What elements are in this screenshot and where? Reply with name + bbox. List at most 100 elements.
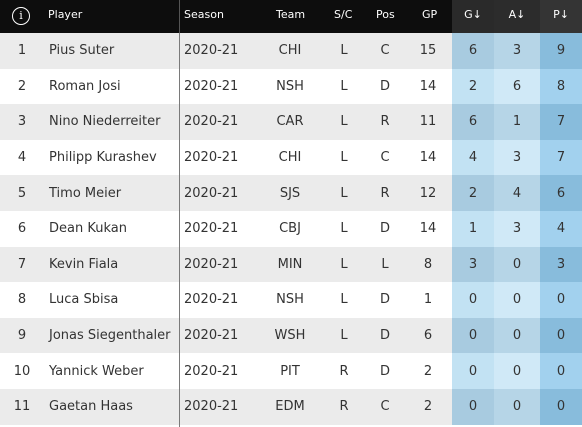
- table-row[interactable]: 10 Yannick Weber 2020-21 PIT R D 2 0 0 0: [0, 353, 582, 389]
- season-cell: 2020-21: [184, 363, 239, 379]
- player-name[interactable]: Pius Suter: [49, 43, 115, 59]
- goals-cell: 1: [452, 211, 494, 247]
- table-row[interactable]: 9 Jonas Siegenthaler 2020-21 WSH L D 6 0 0 0: [0, 317, 582, 354]
- player-name[interactable]: Luca Sbisa: [49, 292, 119, 308]
- table-header: i Player Season Team S/C Pos GP G↓ A↓ P↓: [0, 0, 582, 33]
- games-played-cell: 14: [419, 78, 437, 94]
- column-header-gp[interactable]: GP: [422, 8, 438, 21]
- team-cell: SJS: [279, 185, 301, 201]
- table-row[interactable]: 2 Roman Josi 2020-21 NSH L D 14 2 6 8: [0, 68, 582, 105]
- assists-cell: 4: [494, 175, 540, 211]
- season-cell: 2020-21: [184, 328, 239, 344]
- rank-cell: 3: [17, 114, 27, 130]
- points-cell: 0: [540, 317, 582, 354]
- goals-cell: 2: [452, 175, 494, 211]
- goals-cell: 0: [452, 353, 494, 389]
- table-row[interactable]: 1 Pius Suter 2020-21 CHI L C 15 6 3 9: [0, 33, 582, 69]
- season-cell: 2020-21: [184, 114, 239, 130]
- table-row[interactable]: 6 Dean Kukan 2020-21 CBJ L D 14 1 3 4: [0, 211, 582, 247]
- shoots-catches-cell: L: [340, 292, 348, 308]
- column-header-assists[interactable]: A↓: [494, 0, 540, 33]
- position-cell: R: [380, 114, 390, 130]
- player-name[interactable]: Nino Niederreiter: [49, 114, 161, 130]
- player-name[interactable]: Gaetan Haas: [49, 399, 133, 415]
- rank-cell: 10: [13, 363, 31, 379]
- position-cell: D: [379, 292, 390, 308]
- assists-cell: 3: [494, 139, 540, 176]
- points-cell: 3: [540, 246, 582, 283]
- points-cell: 7: [540, 104, 582, 140]
- shoots-catches-cell: L: [340, 114, 348, 130]
- player-name[interactable]: Dean Kukan: [49, 221, 127, 237]
- position-cell: D: [379, 363, 390, 379]
- assists-cell: 0: [494, 353, 540, 389]
- rank-cell: 2: [17, 78, 27, 94]
- table-row[interactable]: 4 Philipp Kurashev 2020-21 CHI L C 14 4 3 7: [0, 139, 582, 176]
- team-cell: WSH: [274, 328, 306, 344]
- points-cell: 9: [540, 33, 582, 69]
- points-cell: 0: [540, 353, 582, 389]
- team-cell: CHI: [278, 43, 302, 59]
- goals-cell: 2: [452, 68, 494, 105]
- player-name[interactable]: Timo Meier: [49, 185, 122, 201]
- position-cell: L: [381, 256, 389, 272]
- season-cell: 2020-21: [184, 185, 239, 201]
- season-cell: 2020-21: [184, 78, 239, 94]
- season-cell: 2020-21: [184, 43, 239, 59]
- assists-cell: 3: [494, 211, 540, 247]
- column-header-goals[interactable]: G↓: [452, 0, 494, 33]
- assists-cell: 0: [494, 317, 540, 354]
- shoots-catches-cell: L: [340, 221, 348, 237]
- season-cell: 2020-21: [184, 221, 239, 237]
- rank-cell: 9: [17, 328, 27, 344]
- goals-cell: 4: [452, 139, 494, 176]
- column-header-team[interactable]: Team: [276, 8, 306, 21]
- team-cell: PIT: [280, 363, 300, 379]
- column-header-season[interactable]: Season: [184, 8, 224, 21]
- team-cell: NSH: [276, 78, 304, 94]
- rank-cell: 11: [13, 399, 31, 415]
- team-cell: CHI: [278, 150, 302, 166]
- season-cell: 2020-21: [184, 399, 239, 415]
- position-cell: C: [380, 150, 390, 166]
- points-cell: 6: [540, 175, 582, 211]
- goals-cell: 3: [452, 246, 494, 283]
- table-row[interactable]: 5 Timo Meier 2020-21 SJS L R 12 2 4 6: [0, 175, 582, 211]
- team-cell: MIN: [277, 256, 303, 272]
- goals-cell: 6: [452, 104, 494, 140]
- games-played-cell: 2: [423, 363, 433, 379]
- points-cell: 7: [540, 139, 582, 176]
- column-header-player[interactable]: Player: [48, 8, 83, 21]
- player-name[interactable]: Yannick Weber: [49, 363, 144, 379]
- player-name[interactable]: Kevin Fiala: [49, 256, 119, 272]
- assists-cell: 6: [494, 68, 540, 105]
- season-cell: 2020-21: [184, 150, 239, 166]
- column-header-pos[interactable]: Pos: [376, 8, 395, 21]
- table-row[interactable]: 3 Nino Niederreiter 2020-21 CAR L R 11 6 1 7: [0, 104, 582, 140]
- games-played-cell: 15: [419, 43, 437, 59]
- player-name[interactable]: Philipp Kurashev: [49, 150, 157, 166]
- season-cell: 2020-21: [184, 256, 239, 272]
- games-played-cell: 8: [423, 256, 433, 272]
- table-row[interactable]: 11 Gaetan Haas 2020-21 EDM R C 2 0 0 0: [0, 389, 582, 425]
- assists-cell: 0: [494, 282, 540, 318]
- header-divider: [179, 0, 180, 33]
- games-played-cell: 2: [423, 399, 433, 415]
- info-icon[interactable]: i: [12, 7, 30, 25]
- points-cell: 0: [540, 282, 582, 318]
- assists-cell: 1: [494, 104, 540, 140]
- points-cell: 4: [540, 211, 582, 247]
- rank-cell: 7: [17, 256, 27, 272]
- goals-cell: 0: [452, 317, 494, 354]
- points-cell: 8: [540, 68, 582, 105]
- rank-cell: 4: [17, 150, 27, 166]
- player-name[interactable]: Roman Josi: [49, 78, 121, 94]
- assists-cell: 3: [494, 33, 540, 69]
- shoots-catches-cell: L: [340, 150, 348, 166]
- column-header-sc[interactable]: S/C: [334, 8, 353, 21]
- player-name[interactable]: Jonas Siegenthaler: [49, 328, 171, 344]
- position-cell: D: [379, 221, 390, 237]
- column-header-points[interactable]: P↓: [540, 0, 582, 33]
- table-row[interactable]: 8 Luca Sbisa 2020-21 NSH L D 1 0 0 0: [0, 282, 582, 318]
- table-row[interactable]: 7 Kevin Fiala 2020-21 MIN L L 8 3 0 3: [0, 246, 582, 283]
